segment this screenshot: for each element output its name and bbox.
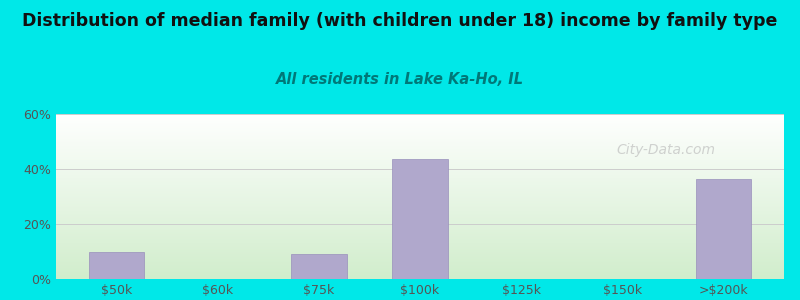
Bar xyxy=(291,254,346,279)
Text: All residents in Lake Ka-Ho, IL: All residents in Lake Ka-Ho, IL xyxy=(276,72,524,87)
Bar xyxy=(392,159,448,279)
Text: City-Data.com: City-Data.com xyxy=(617,143,715,157)
Text: Distribution of median family (with children under 18) income by family type: Distribution of median family (with chil… xyxy=(22,12,778,30)
Bar xyxy=(695,178,751,279)
Bar xyxy=(89,251,145,279)
